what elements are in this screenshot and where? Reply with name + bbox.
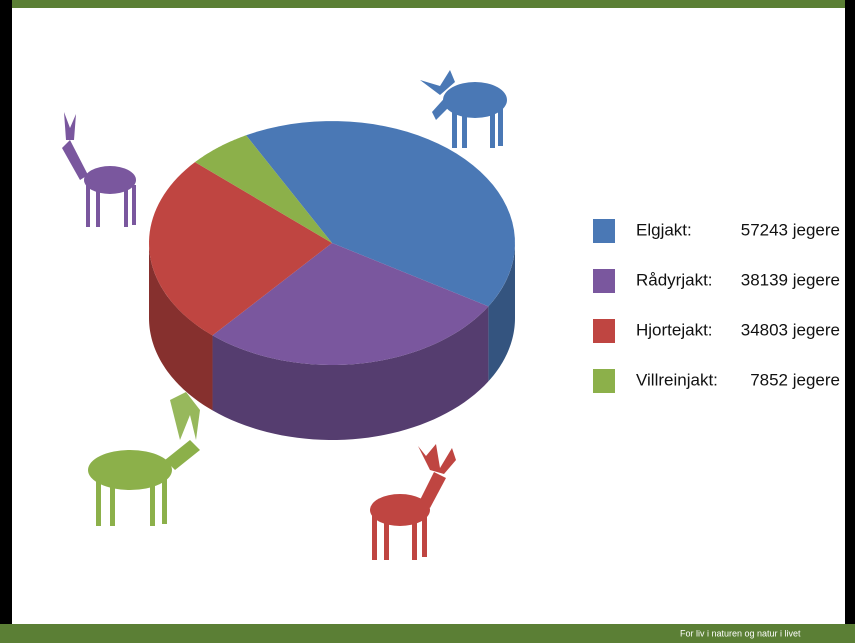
legend-label: Hjortejakt: <box>636 320 713 339</box>
slide: For liv i naturen og natur i livet Elgja… <box>0 0 855 643</box>
left-border <box>0 0 12 643</box>
legend-swatch <box>593 219 615 243</box>
legend-label: Villreinjakt: <box>636 370 718 389</box>
legend-value: 7852 jegere <box>750 370 840 389</box>
top-band <box>0 0 855 8</box>
legend-value: 38139 jegere <box>741 270 840 289</box>
legend-value: 34803 jegere <box>741 320 840 339</box>
legend-swatch <box>593 319 615 343</box>
legend-swatch <box>593 269 615 293</box>
legend-value: 57243 jegere <box>741 220 840 239</box>
legend-swatch <box>593 369 615 393</box>
right-border <box>845 0 855 643</box>
legend-label: Rådyrjakt: <box>636 270 713 289</box>
legend-label: Elgjakt: <box>636 220 692 239</box>
footer-text: For liv i naturen og natur i livet <box>680 628 801 638</box>
chart: For liv i naturen og natur i livet Elgja… <box>0 0 855 643</box>
